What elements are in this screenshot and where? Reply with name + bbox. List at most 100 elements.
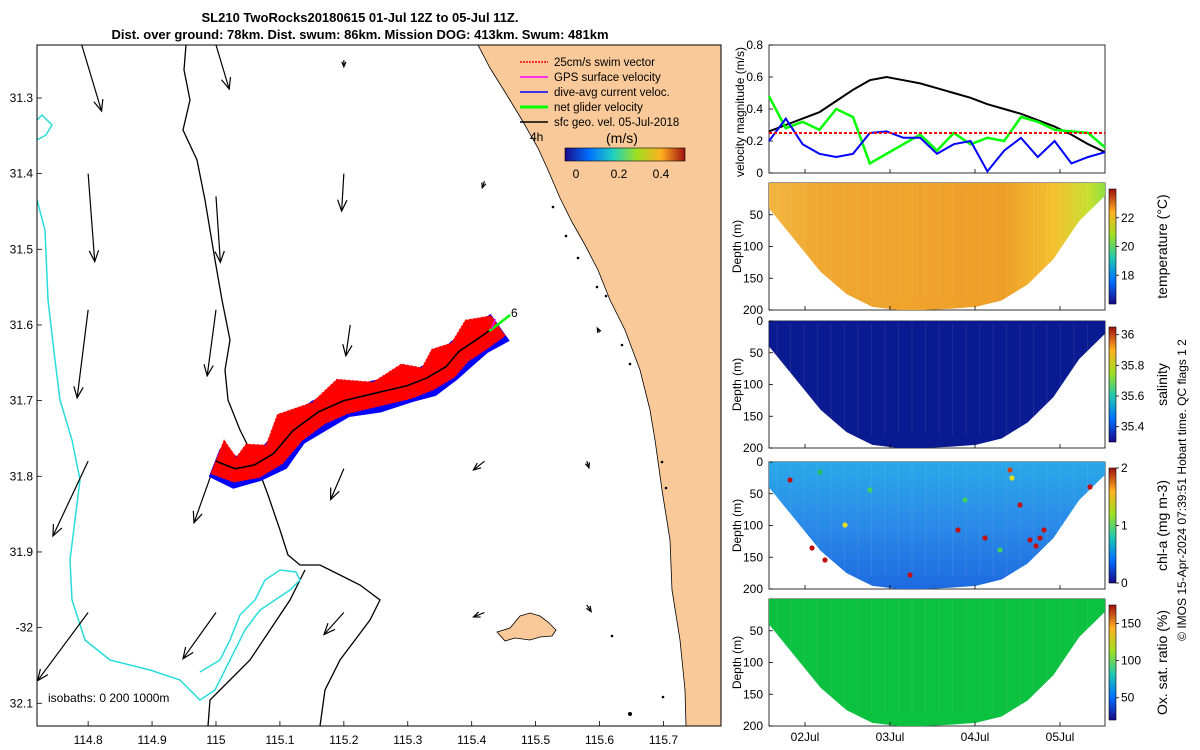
section-ytick-label: 200: [743, 719, 763, 733]
chl-outlier-dot: [962, 497, 968, 503]
section-panel-2: 50 100 150 200 Depth (m) 18 20 22 temperature (°…: [730, 182, 1170, 317]
geo-vector-shaft: [76, 309, 89, 398]
velocity-ytick-label: 0: [756, 166, 763, 180]
gps-velocity-arrow: [490, 318, 496, 330]
section-colorbar: [1108, 467, 1117, 584]
speed-cb-tick-0: 0: [573, 167, 580, 181]
legend-net-label: net glider velocity: [554, 102, 643, 114]
map-xtick-label: 115.6: [585, 733, 614, 747]
map-xtick-label: 115.3: [393, 733, 422, 747]
geo-vector-head: [341, 61, 347, 69]
colorbar-tick-label: 35.6: [1121, 389, 1145, 403]
velocity-axis: 0 0.2 0.4 0.6 0.8: [746, 38, 1061, 180]
map-xtick-label: 115.4: [457, 733, 486, 747]
chl-outlier-dot: [787, 477, 793, 483]
velocity-ylabel: velocity magnitude (m/s): [733, 47, 747, 177]
geo-vector-head: [330, 487, 340, 501]
geo-vector-shaft: [473, 460, 485, 471]
colorbar-tick-label: 1: [1121, 519, 1128, 533]
section-panel-3: 0 50 100 150 200 Depth (m) 35.4 35.6 35.8 36 salin…: [730, 314, 1170, 455]
section-ytick-label: 150: [743, 550, 763, 564]
section-ytick-label: 50: [750, 487, 764, 501]
velocity-series-line: [768, 75, 1106, 154]
map-xtick-label: 115.1: [265, 733, 294, 747]
isobath-1000m: [37, 113, 301, 701]
geo-vector-shaft: [330, 468, 345, 500]
colorbar-tick-label: 35.8: [1121, 358, 1145, 372]
geo-vector-head: [342, 344, 353, 358]
colorbar-tick-label: 36: [1121, 328, 1135, 342]
legend-swim-label: 25cm/s swim vector: [554, 57, 655, 69]
credit-text: © IMOS 15-Apr-2024 07:39:51 Hobart time.…: [1175, 339, 1189, 641]
legend-gps-label: GPS surface velocity: [554, 72, 661, 84]
section-data-fill: [769, 321, 1105, 448]
legend-dive-label: dive-avg current veloc.: [554, 87, 670, 99]
map-xtick-label: 115.2: [329, 733, 358, 747]
geo-vector-head: [73, 386, 84, 400]
section-ytick-label: 200: [743, 303, 763, 317]
geo-vector-head: [481, 182, 487, 190]
section-ytick-label: 50: [750, 624, 764, 638]
section-panel-4: 0 50 100 150 200 Depth (m) 0 1 2 chl-a (mg m-3): [730, 455, 1170, 596]
geo-vector-shaft: [345, 324, 351, 356]
geo-vector-head: [337, 199, 348, 213]
velocity-ytick-label: 0.6: [746, 70, 763, 84]
geo-vector-shaft: [81, 45, 103, 112]
geo-vector-shaft: [323, 612, 345, 635]
net-velocity-arrow: [488, 313, 512, 332]
island-rottnest: [496, 612, 557, 642]
velocity-series-line: [768, 116, 1106, 174]
velocity-ytick-label: 0.4: [746, 102, 763, 116]
geo-vector-shaft: [52, 460, 89, 537]
map-ytick-label: -32: [16, 621, 34, 635]
geo-vector-head: [52, 523, 63, 538]
section-ytick-label: 150: [743, 409, 763, 423]
colorbar-tick-label: 22: [1121, 211, 1135, 225]
section-panel-5: 50 100 150 200 Depth (m) 50 100 150 Ox. sat. rat…: [730, 598, 1170, 733]
glider-track: [208, 313, 512, 489]
map-ytick-label: 32.1: [10, 696, 34, 710]
geo-vector-shaft: [341, 173, 345, 212]
map-frame: [36, 44, 722, 727]
velocity-ytick-label: 0.8: [746, 38, 763, 52]
chl-outlier-dot: [1017, 502, 1023, 508]
swim-vector-core: [213, 320, 502, 477]
colorbar-tick-label: 100: [1121, 654, 1141, 668]
velocity-series: [767, 75, 1106, 174]
geo-vector-head: [192, 510, 203, 525]
velocity-panel: 0 0.2 0.4 0.6 0.8 velocity magnitude (m/s): [733, 38, 1106, 180]
section-colorbar-label: salinity: [1154, 363, 1170, 406]
section-colorbar: [1108, 326, 1117, 443]
section-colorbar-label: chl-a (mg m-3): [1154, 480, 1170, 571]
track-start-label: 4h: [530, 130, 543, 144]
map-ytick-label: 31.6: [10, 318, 34, 332]
chl-outlier-dot: [1087, 484, 1093, 490]
map-legend: 25cm/s swim vector GPS surface velocity …: [520, 57, 686, 181]
map-ytick-label: 31.4: [10, 167, 34, 181]
chl-outlier-dot: [982, 535, 988, 541]
section-ytick-label: 100: [743, 656, 763, 670]
title-line-2: Dist. over ground: 78km. Dist. swum: 86k…: [111, 27, 609, 42]
geo-vector-head: [221, 77, 232, 91]
colorbar-tick-label: 50: [1121, 691, 1135, 705]
section-ytick-label: 200: [743, 582, 763, 596]
track-line: [215, 324, 498, 470]
section-ylabel: Depth (m): [730, 636, 744, 689]
map-ytick-label: 31.5: [10, 242, 34, 256]
section-colorbar-label: Ox. sat. ratio (%): [1154, 610, 1170, 715]
geo-vector-head: [584, 462, 590, 470]
geo-vector-head: [214, 250, 225, 264]
isobath-label: isobaths: 0 200 1000m: [48, 691, 169, 705]
chl-outlier-dot: [867, 487, 873, 493]
speed-cb-tick-1: 0.2: [611, 167, 628, 181]
geo-vector-shaft: [215, 45, 230, 90]
geo-vector-shaft: [182, 612, 217, 660]
chl-outlier-dot: [1007, 467, 1013, 473]
colorbar-tick-label: 18: [1121, 268, 1135, 282]
section-ytick-label: 50: [750, 346, 764, 360]
section-ytick-label: 150: [743, 271, 763, 285]
map-xtick-label: 115: [206, 733, 225, 747]
map-xtick-label: 114.8: [74, 733, 103, 747]
